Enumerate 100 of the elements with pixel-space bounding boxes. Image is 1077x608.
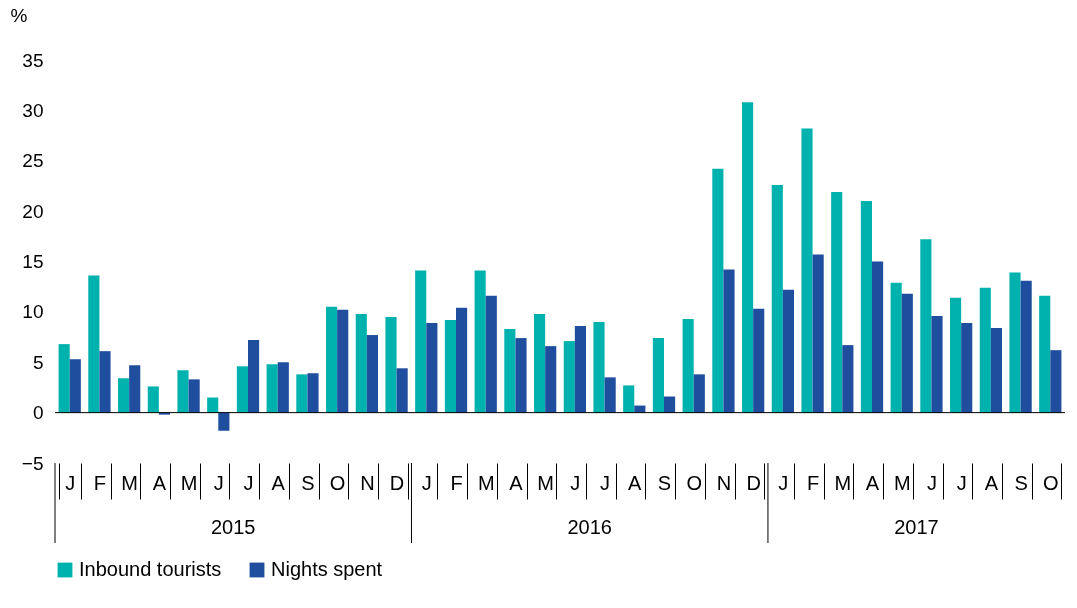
y-tick-label: 5 bbox=[32, 351, 44, 373]
bar bbox=[831, 191, 843, 413]
bar bbox=[485, 295, 497, 413]
text: 2017 bbox=[894, 516, 939, 538]
x-tick-label: D bbox=[746, 471, 761, 494]
x-tick-label: M bbox=[834, 471, 852, 494]
bar bbox=[307, 373, 319, 413]
x-tick-label: S bbox=[657, 471, 672, 494]
x-tick-label: A bbox=[271, 471, 286, 494]
x-tick-label: J bbox=[600, 471, 611, 494]
bar bbox=[990, 328, 1003, 413]
bar bbox=[563, 341, 575, 413]
bar bbox=[218, 412, 230, 431]
bar bbox=[742, 102, 754, 413]
x-tick-label: O bbox=[686, 471, 702, 494]
text: 2015 bbox=[210, 516, 256, 538]
y-tick-label: −5 bbox=[21, 452, 44, 474]
x-tick-label: M bbox=[477, 471, 495, 494]
text: 2016 bbox=[567, 516, 612, 538]
bar bbox=[950, 297, 962, 413]
y-tick-label: 30 bbox=[22, 99, 44, 121]
bar bbox=[415, 270, 427, 413]
bar bbox=[860, 201, 872, 413]
bar bbox=[801, 128, 813, 413]
bar bbox=[444, 319, 456, 413]
bar bbox=[69, 359, 81, 413]
bar bbox=[504, 329, 516, 413]
x-tick-label: J bbox=[421, 471, 432, 494]
y-tick-label: 10 bbox=[22, 301, 44, 323]
bar bbox=[901, 293, 913, 413]
y-tick-label: 20 bbox=[22, 200, 44, 222]
y-tick-label: 0 bbox=[32, 402, 44, 424]
bar bbox=[129, 365, 141, 413]
bar bbox=[682, 318, 694, 413]
bar bbox=[753, 308, 765, 413]
bar bbox=[890, 282, 902, 413]
x-tick-label: J bbox=[778, 471, 789, 494]
bar bbox=[931, 315, 943, 413]
bar bbox=[652, 338, 664, 413]
bar bbox=[920, 239, 932, 413]
x-tick-label: J bbox=[926, 471, 937, 494]
x-tick-label: O bbox=[1043, 471, 1059, 494]
x-tick-label: N bbox=[716, 471, 732, 494]
x-tick-label: N bbox=[360, 471, 375, 494]
bar bbox=[177, 370, 189, 413]
x-tick-label: M bbox=[121, 471, 138, 494]
x-tick-label: J bbox=[65, 471, 76, 494]
bar bbox=[623, 385, 635, 413]
bar bbox=[812, 254, 824, 413]
bar bbox=[534, 313, 546, 413]
y-axis-title: % bbox=[10, 4, 28, 26]
x-tick-label: O bbox=[329, 471, 346, 494]
bar bbox=[1039, 295, 1051, 413]
bar bbox=[426, 322, 438, 413]
bar bbox=[782, 289, 794, 413]
x-tick-label: S bbox=[1014, 471, 1028, 494]
bar bbox=[1009, 272, 1021, 413]
bar bbox=[771, 184, 783, 413]
bar bbox=[693, 374, 705, 413]
x-tick-label: J bbox=[213, 471, 224, 494]
bar bbox=[842, 345, 854, 413]
x-tick-label: J bbox=[956, 471, 967, 494]
bar bbox=[296, 374, 308, 413]
bar bbox=[355, 313, 367, 413]
x-tick-label: D bbox=[389, 471, 405, 494]
bar bbox=[961, 322, 973, 413]
bar bbox=[712, 168, 724, 413]
y-tick-label: 25 bbox=[22, 150, 44, 172]
bar bbox=[593, 321, 605, 413]
bar bbox=[1020, 280, 1032, 413]
x-tick-label: A bbox=[152, 471, 167, 494]
bar bbox=[248, 340, 260, 413]
bar bbox=[277, 362, 289, 413]
bar bbox=[117, 378, 130, 413]
y-tick-label: 35 bbox=[22, 49, 44, 71]
bar bbox=[979, 287, 991, 413]
bar bbox=[872, 261, 884, 413]
x-tick-label: A bbox=[509, 471, 524, 494]
bar bbox=[515, 338, 527, 413]
bar bbox=[545, 346, 557, 413]
x-tick-label: M bbox=[893, 471, 911, 494]
bar bbox=[88, 275, 100, 413]
bar bbox=[396, 368, 408, 413]
bar bbox=[385, 316, 397, 413]
bar bbox=[266, 364, 278, 413]
bar bbox=[337, 309, 349, 413]
legend-label: Inbound tourists bbox=[79, 558, 222, 580]
x-tick-label: J bbox=[570, 471, 581, 494]
x-tick-label: F bbox=[93, 471, 107, 494]
bar bbox=[147, 386, 159, 413]
bar bbox=[664, 396, 676, 413]
bar bbox=[604, 377, 616, 413]
bar bbox=[574, 325, 586, 413]
x-tick-label: A bbox=[628, 471, 643, 494]
x-tick-label: A bbox=[865, 471, 880, 494]
bar bbox=[474, 270, 486, 413]
bar bbox=[188, 379, 200, 413]
x-tick-label: F bbox=[450, 471, 463, 494]
bar bbox=[58, 344, 70, 413]
x-tick-label: M bbox=[537, 471, 554, 494]
